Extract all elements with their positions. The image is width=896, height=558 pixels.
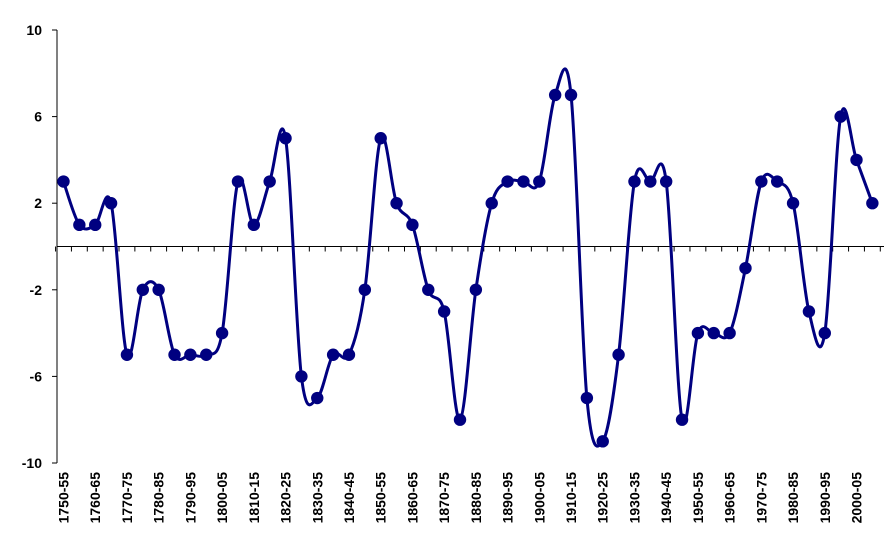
data-point <box>564 88 578 102</box>
y-tick-label: -6 <box>30 368 43 384</box>
data-point <box>834 110 847 123</box>
data-point <box>580 391 594 405</box>
data-point <box>57 175 70 188</box>
x-tick-label: 1780-85 <box>151 472 167 524</box>
data-point <box>517 175 530 188</box>
y-tick-label: 10 <box>26 22 42 38</box>
data-point <box>231 175 245 188</box>
data-point <box>533 175 546 188</box>
data-point <box>311 391 324 405</box>
data-point <box>295 370 308 383</box>
x-tick-label: 1890-95 <box>500 472 516 524</box>
x-tick-label: 1940-45 <box>658 472 674 524</box>
y-tick-label: 6 <box>34 109 42 125</box>
data-point <box>437 305 451 318</box>
data-point <box>73 218 86 232</box>
data-point <box>786 197 800 210</box>
y-tick-label: 2 <box>34 195 42 211</box>
data-point <box>659 175 673 188</box>
x-tick-label: 1950-55 <box>690 472 706 524</box>
data-point <box>723 326 736 340</box>
series-line <box>62 67 874 448</box>
data-point <box>422 283 435 296</box>
data-point <box>707 326 720 340</box>
data-point <box>215 326 229 340</box>
x-tick-label: 1880-85 <box>468 472 484 524</box>
data-point <box>326 348 340 361</box>
x-tick-label: 1900-05 <box>531 472 547 524</box>
x-tick-label: 1800-05 <box>214 472 230 524</box>
data-point <box>120 348 134 361</box>
x-tick-label: 1970-75 <box>753 472 769 524</box>
data-point <box>612 348 625 361</box>
x-tick-label: 1770-75 <box>119 472 135 524</box>
x-tick-label: 1870-75 <box>436 472 452 524</box>
data-point <box>596 435 609 448</box>
data-point <box>200 348 213 361</box>
x-tick-label: 1960-65 <box>722 472 738 524</box>
data-point <box>406 218 419 232</box>
x-tick-label: 1790-95 <box>182 472 198 524</box>
data-point <box>739 261 752 275</box>
data-point <box>136 283 149 296</box>
data-point <box>184 348 197 361</box>
y-tick-label: -10 <box>22 455 42 471</box>
x-tick-label: 1910-15 <box>563 472 579 524</box>
data-point <box>548 88 562 102</box>
y-tick-label: -2 <box>30 282 43 298</box>
data-point <box>802 305 816 318</box>
data-point <box>675 413 689 426</box>
x-tick-label: 1830-35 <box>309 472 325 524</box>
data-point <box>469 283 483 296</box>
data-point <box>501 175 514 188</box>
data-point <box>279 132 292 145</box>
x-tick-label: 1990-95 <box>817 472 833 524</box>
data-point <box>390 197 403 210</box>
data-point <box>342 348 356 361</box>
data-point <box>691 326 705 340</box>
data-point <box>771 175 784 188</box>
data-point <box>104 197 118 210</box>
data-point <box>152 283 165 296</box>
data-point <box>453 413 467 426</box>
x-axis: 1750-55 1760-65 1770-75 1780-85 1790-95 1800-… <box>55 246 884 524</box>
x-tick-label: 1840-45 <box>341 472 357 524</box>
data-point <box>247 218 261 232</box>
x-tick-label: 1850-55 <box>373 472 389 524</box>
data-point <box>374 132 387 145</box>
data-point <box>866 197 879 210</box>
data-point <box>168 348 181 361</box>
x-tick-label: 1920-25 <box>595 472 611 524</box>
data-point <box>485 197 498 210</box>
x-tick-label: 1980-85 <box>785 472 801 524</box>
x-tick-label: 1810-15 <box>246 472 262 524</box>
data-point <box>818 326 831 340</box>
x-tick-label: 1820-25 <box>278 472 294 524</box>
data-point <box>263 175 276 188</box>
x-tick-label: 1860-65 <box>404 472 420 524</box>
x-tick-label: 1930-35 <box>626 472 642 524</box>
x-tick-label: 2000-05 <box>849 472 865 524</box>
data-point <box>628 175 641 188</box>
data-point <box>358 283 372 296</box>
data-point <box>644 175 657 188</box>
y-axis: 10 6 2 -2 -6 -10 <box>22 22 58 471</box>
data-point <box>89 218 102 232</box>
data-point <box>850 153 863 167</box>
data-point <box>755 175 768 188</box>
x-tick-label: 1750-55 <box>56 472 72 524</box>
x-tick-label: 1760-65 <box>87 472 103 524</box>
data-series <box>57 67 879 448</box>
